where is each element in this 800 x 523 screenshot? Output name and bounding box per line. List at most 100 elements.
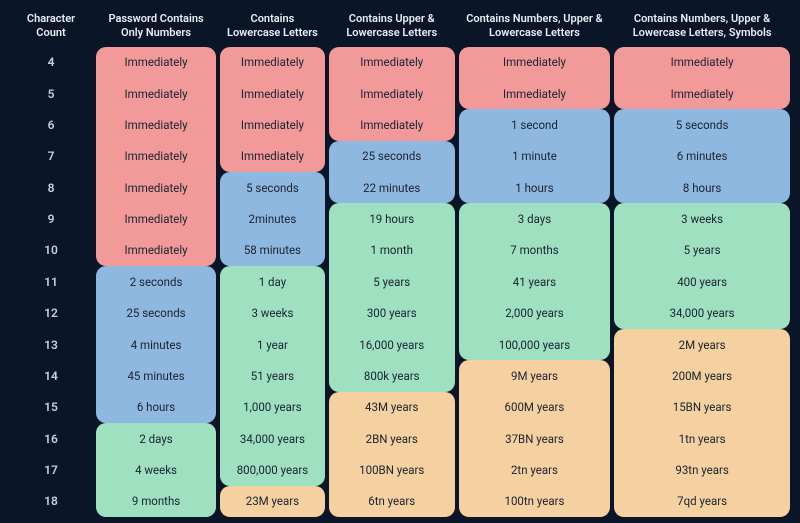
- crack-time-cell: 7 months: [459, 235, 610, 266]
- col-header-c1: Password Contains Only Numbers: [96, 6, 216, 47]
- crack-time-cell: 41 years: [459, 266, 610, 297]
- crack-time-cell: 100BN years: [329, 454, 455, 485]
- table-row: 1225 seconds3 weeks300 years2,000 years3…: [10, 297, 790, 328]
- crack-time-cell: 6tn years: [329, 486, 455, 517]
- table-row: 134 minutes1 year16,000 years100,000 yea…: [10, 329, 790, 360]
- row-label: 11: [10, 266, 92, 297]
- row-label: 4: [10, 47, 92, 78]
- crack-time-cell: 2,000 years: [459, 297, 610, 328]
- table-row: 174 weeks800,000 years100BN years2tn yea…: [10, 454, 790, 485]
- crack-time-cell: 2 days: [96, 423, 216, 454]
- crack-time-cell: 1 year: [220, 329, 325, 360]
- row-label: 10: [10, 235, 92, 266]
- crack-time-cell: 2 seconds: [96, 266, 216, 297]
- crack-time-cell: 23M years: [220, 486, 325, 517]
- row-label: 5: [10, 78, 92, 109]
- col-header-c5: Contains Numbers, Upper & Lowercase Lett…: [614, 6, 790, 47]
- crack-time-cell: Immediately: [220, 109, 325, 140]
- crack-time-cell: 5 seconds: [220, 172, 325, 203]
- table-row: 5ImmediatelyImmediatelyImmediatelyImmedi…: [10, 78, 790, 109]
- crack-time-cell: Immediately: [96, 141, 216, 172]
- crack-time-cell: Immediately: [220, 78, 325, 109]
- crack-time-cell: Immediately: [220, 141, 325, 172]
- row-label: 12: [10, 297, 92, 328]
- crack-time-cell: 45 minutes: [96, 360, 216, 391]
- crack-time-cell: 37BN years: [459, 423, 610, 454]
- crack-time-cell: 1tn years: [614, 423, 790, 454]
- table-row: 7ImmediatelyImmediately25 seconds1 minut…: [10, 141, 790, 172]
- row-label: 17: [10, 454, 92, 485]
- crack-time-cell: 7qd years: [614, 486, 790, 517]
- crack-time-cell: 9 months: [96, 486, 216, 517]
- crack-time-cell: 8 hours: [614, 172, 790, 203]
- row-label: 15: [10, 392, 92, 423]
- crack-time-cell: Immediately: [96, 235, 216, 266]
- crack-time-cell: 200M years: [614, 360, 790, 391]
- col-header-c2: Contains Lowercase Letters: [220, 6, 325, 47]
- crack-time-cell: 300 years: [329, 297, 455, 328]
- crack-time-cell: 3 weeks: [220, 297, 325, 328]
- crack-time-cell: 25 seconds: [96, 297, 216, 328]
- crack-time-cell: 800,000 years: [220, 454, 325, 485]
- crack-time-cell: 58 minutes: [220, 235, 325, 266]
- table-row: 1445 minutes51 years800k years9M years20…: [10, 360, 790, 391]
- crack-time-cell: 16,000 years: [329, 329, 455, 360]
- crack-time-cell: 34,000 years: [614, 297, 790, 328]
- crack-time-cell: Immediately: [614, 47, 790, 78]
- crack-time-cell: 22 minutes: [329, 172, 455, 203]
- crack-time-cell: 25 seconds: [329, 141, 455, 172]
- crack-time-cell: Immediately: [96, 78, 216, 109]
- crack-time-cell: Immediately: [459, 78, 610, 109]
- crack-time-cell: 6 hours: [96, 392, 216, 423]
- crack-time-cell: 1 hours: [459, 172, 610, 203]
- col-header-c4: Contains Numbers, Upper & Lowercase Lett…: [459, 6, 610, 47]
- crack-time-cell: Immediately: [329, 78, 455, 109]
- crack-time-cell: 5 years: [614, 235, 790, 266]
- table-row: 162 days34,000 years2BN years37BN years1…: [10, 423, 790, 454]
- table-row: 4ImmediatelyImmediatelyImmediatelyImmedi…: [10, 47, 790, 78]
- crack-time-cell: 1 day: [220, 266, 325, 297]
- crack-time-cell: Immediately: [459, 47, 610, 78]
- crack-time-cell: 100,000 years: [459, 329, 610, 360]
- crack-time-cell: 19 hours: [329, 203, 455, 234]
- crack-time-cell: 600M years: [459, 392, 610, 423]
- crack-time-cell: 1 month: [329, 235, 455, 266]
- crack-time-cell: Immediately: [220, 47, 325, 78]
- crack-time-cell: 5 years: [329, 266, 455, 297]
- table-body: 4ImmediatelyImmediatelyImmediatelyImmedi…: [10, 47, 790, 517]
- crack-time-cell: 34,000 years: [220, 423, 325, 454]
- crack-time-cell: Immediately: [96, 109, 216, 140]
- row-label: 13: [10, 329, 92, 360]
- row-label: 18: [10, 486, 92, 517]
- crack-time-cell: 3 days: [459, 203, 610, 234]
- crack-time-cell: 4 minutes: [96, 329, 216, 360]
- crack-time-cell: 800k years: [329, 360, 455, 391]
- row-label: 16: [10, 423, 92, 454]
- crack-time-cell: 1,000 years: [220, 392, 325, 423]
- crack-time-cell: 2M years: [614, 329, 790, 360]
- crack-time-cell: 43M years: [329, 392, 455, 423]
- row-label: 7: [10, 141, 92, 172]
- crack-time-cell: 1 second: [459, 109, 610, 140]
- crack-time-cell: Immediately: [96, 47, 216, 78]
- crack-time-cell: 6 minutes: [614, 141, 790, 172]
- crack-time-cell: 93tn years: [614, 454, 790, 485]
- table-row: 6ImmediatelyImmediatelyImmediately1 seco…: [10, 109, 790, 140]
- row-label: 9: [10, 203, 92, 234]
- crack-time-cell: 2minutes: [220, 203, 325, 234]
- row-label: 8: [10, 172, 92, 203]
- table-header: Character CountPassword Contains Only Nu…: [10, 6, 790, 47]
- crack-time-cell: 15BN years: [614, 392, 790, 423]
- crack-time-cell: Immediately: [329, 109, 455, 140]
- table-row: 10Immediately58 minutes1 month7 months5 …: [10, 235, 790, 266]
- table-row: 8Immediately5 seconds22 minutes1 hours8 …: [10, 172, 790, 203]
- password-crack-time-table: Character CountPassword Contains Only Nu…: [6, 6, 794, 517]
- crack-time-cell: 400 years: [614, 266, 790, 297]
- table-row: 9Immediately2minutes19 hours3 days3 week…: [10, 203, 790, 234]
- crack-time-cell: 5 seconds: [614, 109, 790, 140]
- table-row: 112 seconds1 day5 years41 years400 years: [10, 266, 790, 297]
- crack-time-cell: 1 minute: [459, 141, 610, 172]
- table-row: 156 hours1,000 years43M years600M years1…: [10, 392, 790, 423]
- crack-time-cell: Immediately: [614, 78, 790, 109]
- row-label: 14: [10, 360, 92, 391]
